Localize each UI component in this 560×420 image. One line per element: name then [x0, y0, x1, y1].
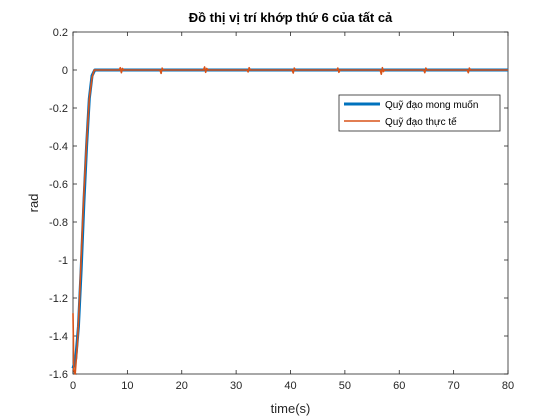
- y-tick-label: 0: [62, 65, 68, 77]
- x-tick-label: 70: [448, 380, 460, 392]
- y-axis-label: rad: [26, 194, 41, 213]
- plot-series: [71, 66, 508, 375]
- chart-title: Đồ thị vị trí khớp thứ 6 của tất cả: [189, 10, 393, 25]
- x-tick-label: 50: [339, 380, 351, 392]
- y-tick-label: -1.6: [49, 369, 68, 381]
- series-actual-trajectory: [72, 66, 508, 375]
- y-tick-label: -1: [58, 255, 68, 267]
- x-tick-label: 30: [230, 380, 242, 392]
- legend-label-desired: Quỹ đạo mong muốn: [385, 99, 478, 111]
- x-tick-label: 0: [70, 380, 76, 392]
- x-tick-label: 10: [121, 380, 133, 392]
- y-tick-label: -1.4: [49, 331, 68, 343]
- x-tick-label: 40: [284, 380, 296, 392]
- y-tick-label: -0.8: [49, 217, 68, 229]
- x-tick-label: 20: [176, 380, 188, 392]
- legend-box: [338, 94, 501, 132]
- y-tick-label: -0.6: [49, 179, 68, 191]
- y-tick-label: -0.2: [49, 103, 68, 115]
- axis-ticks: 0 10 20 30 40 50 60 70 80 0.2 0 -0.2 -0.4 -0.6 -0.8 -1 -…: [49, 27, 514, 392]
- x-axis-label: time(s): [271, 401, 311, 416]
- legend: Quỹ đạo mong muốn Quỹ đạo thực tế: [338, 94, 501, 132]
- x-tick-label: 80: [502, 380, 514, 392]
- x-tick-label: 60: [393, 380, 405, 392]
- y-tick-label: -0.4: [49, 141, 68, 153]
- y-tick-label: -1.2: [49, 293, 68, 305]
- legend-label-actual: Quỹ đạo thực tế: [385, 116, 457, 128]
- plot-area: [72, 31, 509, 375]
- y-tick-label: 0.2: [53, 27, 68, 39]
